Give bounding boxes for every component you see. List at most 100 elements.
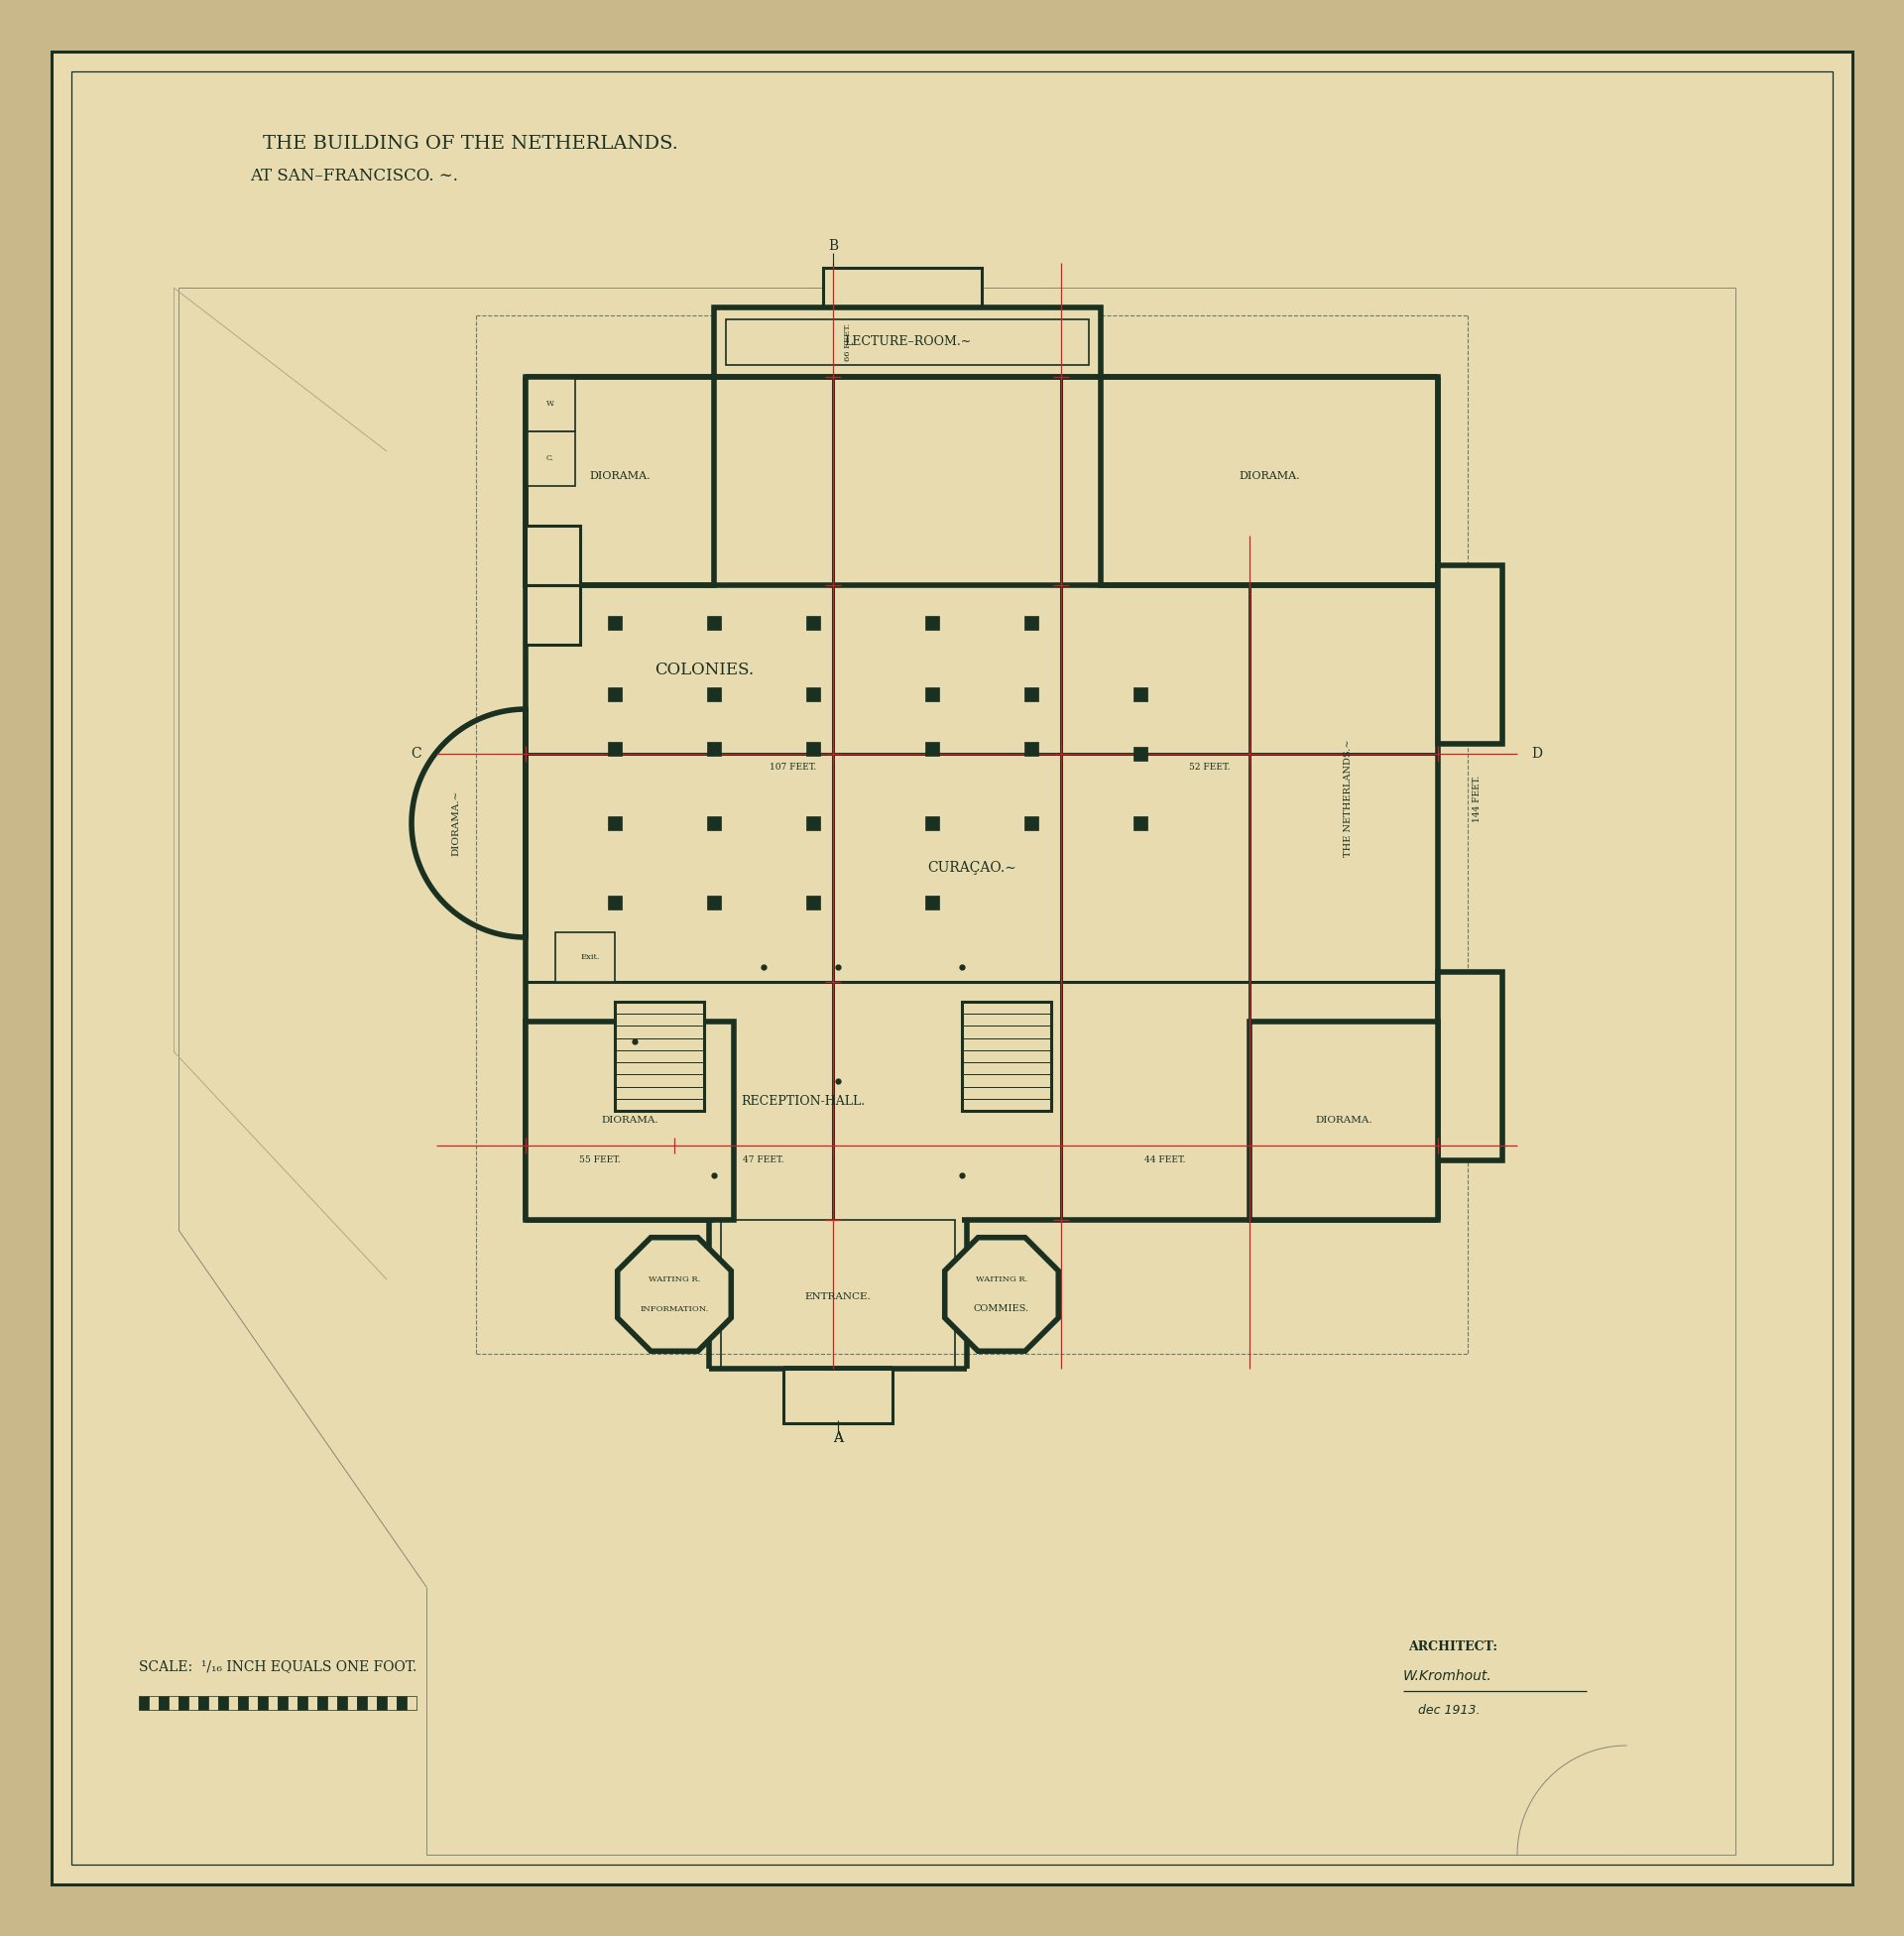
Text: 66 FEET.: 66 FEET.	[843, 323, 851, 362]
Bar	[149, 1696, 158, 1709]
Bar	[278, 1696, 288, 1709]
Bar	[925, 817, 939, 831]
Text: C: C	[411, 747, 423, 761]
Bar	[805, 687, 821, 701]
Text: W.: W.	[546, 399, 554, 408]
Text: WAITING R.: WAITING R.	[649, 1276, 701, 1284]
Text: 44 FEET.: 44 FEET.	[1144, 1156, 1186, 1164]
Text: ARCHITECT:: ARCHITECT:	[1409, 1640, 1497, 1653]
Text: INFORMATION.: INFORMATION.	[640, 1305, 708, 1313]
Bar	[556, 933, 615, 982]
Text: LECTURE–ROOM.∼: LECTURE–ROOM.∼	[843, 335, 971, 348]
Text: C.: C.	[546, 455, 554, 463]
Bar	[188, 1696, 198, 1709]
Bar	[1133, 747, 1148, 761]
Bar	[962, 1001, 1051, 1111]
Bar	[139, 1696, 149, 1709]
Bar	[377, 1696, 387, 1709]
Bar	[823, 267, 982, 308]
Text: 52 FEET.: 52 FEET.	[1190, 763, 1230, 772]
Bar	[396, 1696, 407, 1709]
Bar	[268, 1696, 278, 1709]
Bar	[1101, 378, 1438, 585]
Bar	[1249, 1022, 1438, 1220]
Text: AT SAN–FRANCISCO. ∼.: AT SAN–FRANCISCO. ∼.	[249, 168, 459, 186]
Bar	[169, 1696, 179, 1709]
Bar	[714, 308, 1101, 378]
Bar	[526, 585, 581, 645]
Bar	[407, 1696, 417, 1709]
Bar	[248, 1696, 257, 1709]
Text: THE NETHERLANDS.∼: THE NETHERLANDS.∼	[1344, 740, 1354, 858]
Text: A: A	[834, 1431, 843, 1444]
Bar	[607, 896, 623, 910]
Text: B: B	[828, 238, 838, 254]
Text: D: D	[1531, 747, 1542, 761]
Bar	[327, 1696, 337, 1709]
Text: DIORAMA.∼: DIORAMA.∼	[451, 790, 461, 856]
Bar	[219, 1696, 228, 1709]
Bar	[526, 527, 581, 585]
Bar	[706, 896, 722, 910]
Bar	[1024, 741, 1038, 755]
Text: 144 FEET.: 144 FEET.	[1474, 774, 1481, 823]
Bar	[607, 687, 623, 701]
Text: WAITING R.: WAITING R.	[975, 1276, 1028, 1284]
Bar	[318, 1696, 327, 1709]
Bar	[526, 378, 575, 432]
Bar	[367, 1696, 377, 1709]
Bar	[1024, 616, 1038, 629]
Bar	[1133, 817, 1148, 831]
Text: DIORAMA.: DIORAMA.	[588, 470, 651, 480]
Bar	[925, 687, 939, 701]
Bar	[198, 1696, 208, 1709]
Text: dec 1913.: dec 1913.	[1418, 1704, 1479, 1717]
Text: A: A	[834, 1431, 843, 1444]
Text: Exit.: Exit.	[581, 953, 600, 960]
Text: W.Kromhout.: W.Kromhout.	[1403, 1669, 1493, 1682]
Bar	[615, 1001, 704, 1111]
Bar	[722, 1220, 956, 1369]
Bar	[297, 1696, 307, 1709]
Bar	[1024, 817, 1038, 831]
Bar	[706, 741, 722, 755]
Bar	[1438, 972, 1502, 1160]
Bar	[725, 319, 1089, 366]
Bar	[526, 378, 714, 585]
Bar	[805, 616, 821, 629]
Text: 107 FEET.: 107 FEET.	[769, 763, 817, 772]
Bar	[337, 1696, 347, 1709]
Polygon shape	[944, 1237, 1059, 1351]
Bar	[925, 741, 939, 755]
Bar	[257, 1696, 268, 1709]
Bar	[805, 817, 821, 831]
Polygon shape	[411, 709, 526, 937]
Bar	[208, 1696, 219, 1709]
Bar	[526, 378, 1438, 1220]
Text: SCALE:  ¹/₁₆ INCH EQUALS ONE FOOT.: SCALE: ¹/₁₆ INCH EQUALS ONE FOOT.	[139, 1659, 417, 1673]
Bar	[1024, 687, 1038, 701]
Bar	[288, 1696, 297, 1709]
Text: ENTRANCE.: ENTRANCE.	[805, 1293, 870, 1301]
Bar	[347, 1696, 358, 1709]
Bar	[925, 616, 939, 629]
Text: THE BUILDING OF THE NETHERLANDS.: THE BUILDING OF THE NETHERLANDS.	[263, 136, 678, 153]
Bar	[1438, 565, 1502, 743]
Bar	[706, 616, 722, 629]
Bar	[358, 1696, 367, 1709]
Text: 47 FEET.: 47 FEET.	[743, 1156, 784, 1164]
Polygon shape	[617, 1237, 731, 1351]
Text: COMMIES.: COMMIES.	[973, 1305, 1030, 1315]
Bar	[783, 1369, 893, 1423]
Text: RECEPTION-HALL.: RECEPTION-HALL.	[741, 1094, 864, 1107]
Bar	[1133, 687, 1148, 701]
Bar	[526, 1022, 733, 1220]
Bar	[607, 817, 623, 831]
Bar	[706, 687, 722, 701]
Bar	[607, 616, 623, 629]
Text: 55 FEET.: 55 FEET.	[579, 1156, 621, 1164]
Bar	[158, 1696, 169, 1709]
Bar	[925, 896, 939, 910]
Bar	[526, 432, 575, 486]
Text: DIORAMA.: DIORAMA.	[1316, 1117, 1373, 1125]
